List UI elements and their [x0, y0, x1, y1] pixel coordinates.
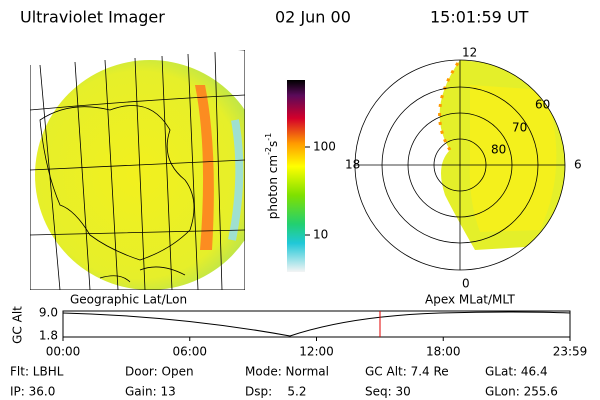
timeline-left-label: Geographic Lat/Lon: [70, 293, 187, 307]
status-field: GLon: 255.6: [485, 385, 558, 399]
altitude-curve: [62, 311, 571, 337]
timeline-y-min: 1.8: [39, 329, 58, 343]
colorbar-tick-label: 100: [313, 140, 336, 154]
mlt-label: 12: [462, 46, 477, 60]
instrument: Ultraviolet Imager: [20, 8, 165, 27]
time-label: 12:00: [299, 345, 334, 359]
mlt-label: 18: [345, 158, 360, 172]
time: 15:01:59 UT: [430, 8, 529, 27]
status-field: GC Alt: 7.4 Re: [365, 365, 449, 379]
status-field: Flt: LBHL: [10, 365, 64, 379]
time-label: 00:00: [46, 345, 81, 359]
polar-plot: 12 18 6 0 60 70 80: [345, 46, 582, 291]
status-field: Dsp: 5.2: [245, 385, 307, 399]
colorbar: 100 10 photon cm-2s-1: [264, 80, 336, 272]
status-panel: Flt: LBHL Door: Open Mode: Normal GC Alt: 7…: [10, 365, 558, 399]
status-field: IP: 36.0: [10, 385, 55, 399]
timeline-y-label: GC Alt: [11, 306, 25, 344]
timeline: Geographic Lat/Lon Apex MLat/MLT GC Alt …: [11, 293, 588, 359]
mlt-label: 6: [574, 158, 582, 172]
time-label: 18:00: [426, 345, 461, 359]
mlt-label: 0: [462, 277, 470, 291]
status-field: Gain: 13: [125, 385, 176, 399]
colorbar-tick-label: 10: [313, 228, 328, 242]
colorbar-label: photon cm-2s-1: [264, 133, 280, 220]
timeline-right-label: Apex MLat/MLT: [425, 293, 515, 307]
map-image: [30, 50, 245, 290]
time-label: 23:59: [553, 345, 588, 359]
status-field: Door: Open: [125, 365, 194, 379]
mlat-label: 80: [491, 143, 506, 157]
date: 02 Jun 00: [275, 8, 351, 27]
status-field: Seq: 30: [365, 385, 411, 399]
header: Ultraviolet Imager 02 Jun 00 15:01:59 UT: [20, 8, 529, 27]
time-label: 06:00: [172, 345, 207, 359]
mlat-label: 60: [535, 98, 550, 112]
status-field: Mode: Normal: [245, 365, 329, 379]
colorbar-scale: [287, 80, 305, 272]
mlat-label: 70: [512, 121, 527, 135]
timeline-y-max: 9.0: [39, 306, 58, 320]
timeline-frame: [62, 310, 571, 338]
status-field: GLat: 46.4: [485, 365, 548, 379]
